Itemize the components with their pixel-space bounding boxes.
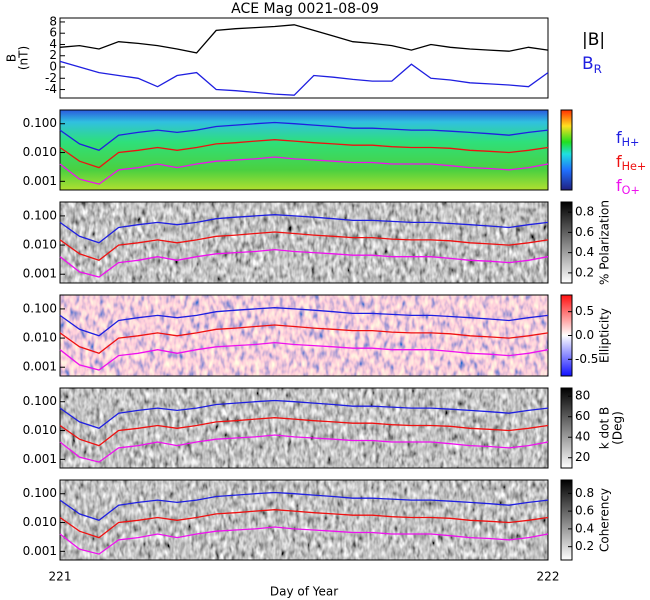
legend-label: BR (582, 54, 602, 76)
line-series (59, 24, 549, 54)
legend-subscript: R (594, 62, 602, 76)
y-tick-label: 0.001 (23, 544, 57, 558)
y-tick-label: 0 (49, 60, 57, 74)
frequency-line (59, 214, 549, 244)
legend-name: f (616, 128, 622, 147)
plot-frame (59, 479, 549, 561)
y-tick-label: 0.010 (23, 515, 57, 529)
legend-label: |B| (582, 30, 605, 50)
y-tick-label: 0.001 (23, 174, 57, 188)
plot-frame (59, 294, 549, 377)
colorbar-label: k dot B (598, 407, 612, 449)
y-tick-label: -2 (45, 71, 57, 85)
y-tick-label: 0.010 (23, 238, 57, 252)
colorbar-tick-label: 80 (575, 389, 590, 403)
x-tick-label: 222 (537, 570, 560, 584)
y-tick-label: -4 (45, 82, 57, 96)
x-tick-label: 221 (49, 570, 72, 584)
colorbar-tick-label: 0.2 (575, 539, 594, 553)
y-tick-label: 6 (49, 26, 57, 40)
frequency-line (59, 324, 549, 355)
frequency-line (59, 341, 549, 371)
colorbar (560, 387, 573, 469)
y-tick-label: 8 (49, 14, 57, 28)
colorbar-label: (Deg) (611, 411, 625, 445)
frequency-line (59, 417, 549, 447)
colorbar-tick-label: 0.4 (575, 521, 594, 535)
legend-name: f (616, 152, 622, 171)
line-series (59, 60, 549, 96)
colorbar-tick-label: 20 (575, 450, 590, 464)
y-tick-label: 0.001 (23, 360, 57, 374)
frequency-line (59, 156, 549, 185)
legend-subscript: H+ (622, 136, 640, 149)
y-tick-label: 0.010 (23, 331, 57, 345)
y-axis-label: (nT) (17, 46, 31, 70)
y-tick-label: 0.010 (23, 145, 57, 159)
colorbar-tick-label: 0.2 (575, 265, 594, 279)
y-tick-label: 4 (49, 37, 57, 51)
colorbar-tick-label: 40 (575, 430, 590, 444)
frequency-line (59, 399, 549, 430)
colorbar-tick-label: 0.4 (575, 245, 594, 259)
legend-name: B (582, 54, 594, 74)
plot-frame (59, 201, 549, 284)
y-tick-label: 0.001 (23, 452, 57, 466)
y-tick-label: 0.001 (23, 267, 57, 281)
colorbar-tick-label: 0.8 (575, 205, 594, 219)
colorbar-tick-label: 0.6 (575, 225, 594, 239)
legend-subscript: He+ (622, 160, 647, 173)
colorbar (560, 479, 573, 561)
colorbar-tick-label: 0.5 (575, 304, 594, 318)
frequency-line (59, 434, 549, 463)
y-tick-label: 0.100 (23, 208, 57, 222)
frequency-line (59, 526, 549, 555)
frequency-line (59, 121, 549, 152)
colorbar-tick-label: -0.5 (575, 352, 598, 366)
legend-label: fH+ (616, 128, 639, 150)
colorbar-tick-label: 60 (575, 409, 590, 423)
plot-frame (59, 17, 549, 99)
x-axis-label: Day of Year (270, 585, 338, 599)
plot-frame (59, 387, 549, 469)
y-tick-label: 0.010 (23, 423, 57, 437)
colorbar-label: Ellipticity (598, 308, 612, 363)
frequency-line (59, 491, 549, 522)
frequency-line (59, 248, 549, 278)
colorbar-tick-label: 0.0 (575, 328, 594, 342)
y-axis-label: B (5, 54, 19, 62)
colorbar-label: Coherency (598, 488, 612, 552)
y-tick-label: 0.100 (23, 394, 57, 408)
colorbar-tick-label: 0.6 (575, 504, 594, 518)
frequency-line (59, 307, 549, 337)
colorbar (560, 109, 573, 191)
frequency-line (59, 231, 549, 262)
colorbar-label: % Polarization (598, 200, 612, 285)
y-tick-label: 0.100 (23, 301, 57, 315)
legend-label: fHe+ (616, 152, 646, 174)
chart-title: ACE Mag 0021-08-09 (231, 1, 379, 17)
colorbar-tick-label: 0.8 (575, 486, 594, 500)
y-tick-label: 2 (49, 48, 57, 62)
frequency-line (59, 139, 549, 169)
colorbar (560, 201, 573, 284)
legend-label: fO+ (616, 176, 640, 198)
legend-name: |B| (582, 30, 605, 50)
y-tick-label: 0.100 (23, 486, 57, 500)
frequency-line (59, 509, 549, 539)
legend-subscript: O+ (622, 184, 640, 197)
plot-frame (59, 109, 549, 191)
legend-name: f (616, 176, 622, 195)
y-tick-label: 0.100 (23, 116, 57, 130)
